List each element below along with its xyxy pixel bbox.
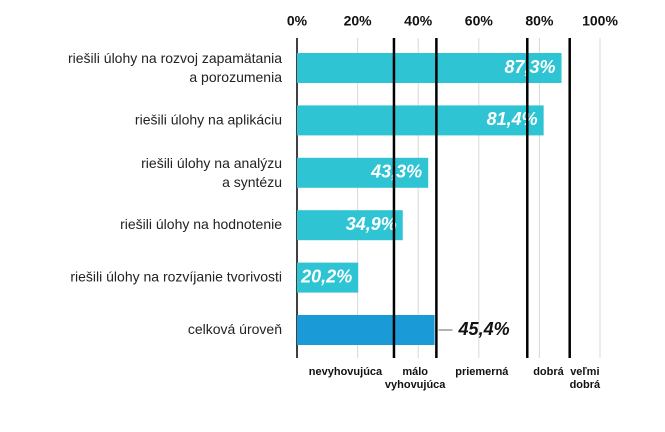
- band-label: málo vyhovujúca: [385, 366, 446, 391]
- category-label: riešili úlohy na rozvoj zapamätania a por…: [68, 50, 282, 85]
- category-label: riešili úlohy na rozvíjanie tvorivosti: [70, 268, 282, 284]
- x-tick-label: 20%: [344, 13, 373, 29]
- bar: [297, 262, 359, 293]
- value-label: 43,3%: [370, 162, 422, 182]
- x-tick-label: 40%: [404, 13, 433, 29]
- x-tick-label: 100%: [582, 13, 618, 29]
- band-label: veľmi dobrá: [570, 366, 601, 391]
- value-label: 45,4%: [458, 319, 510, 339]
- bar: [297, 105, 544, 136]
- x-tick-label: 0%: [287, 13, 308, 29]
- bar: [297, 315, 435, 345]
- value-label: 81,4%: [487, 109, 538, 129]
- value-label: 87,3%: [504, 57, 555, 77]
- category-label: riešili úlohy na analýzu a syntézu: [141, 155, 282, 190]
- x-tick-label: 60%: [465, 13, 494, 29]
- category-label: riešili úlohy na aplikáciu: [135, 111, 282, 127]
- bar: [297, 210, 403, 241]
- category-label: celková úroveň: [188, 321, 282, 337]
- bar: [297, 53, 562, 83]
- value-label: 34,9%: [346, 214, 397, 234]
- value-label: 20,2%: [300, 266, 352, 286]
- band-label: priemerná: [455, 366, 509, 378]
- band-label: nevyhovujúca: [309, 366, 383, 378]
- x-tick-label: 80%: [525, 13, 554, 29]
- band-label: dobrá: [533, 366, 564, 378]
- bar: [297, 157, 429, 188]
- category-label: riešili úlohy na hodnotenie: [120, 216, 282, 232]
